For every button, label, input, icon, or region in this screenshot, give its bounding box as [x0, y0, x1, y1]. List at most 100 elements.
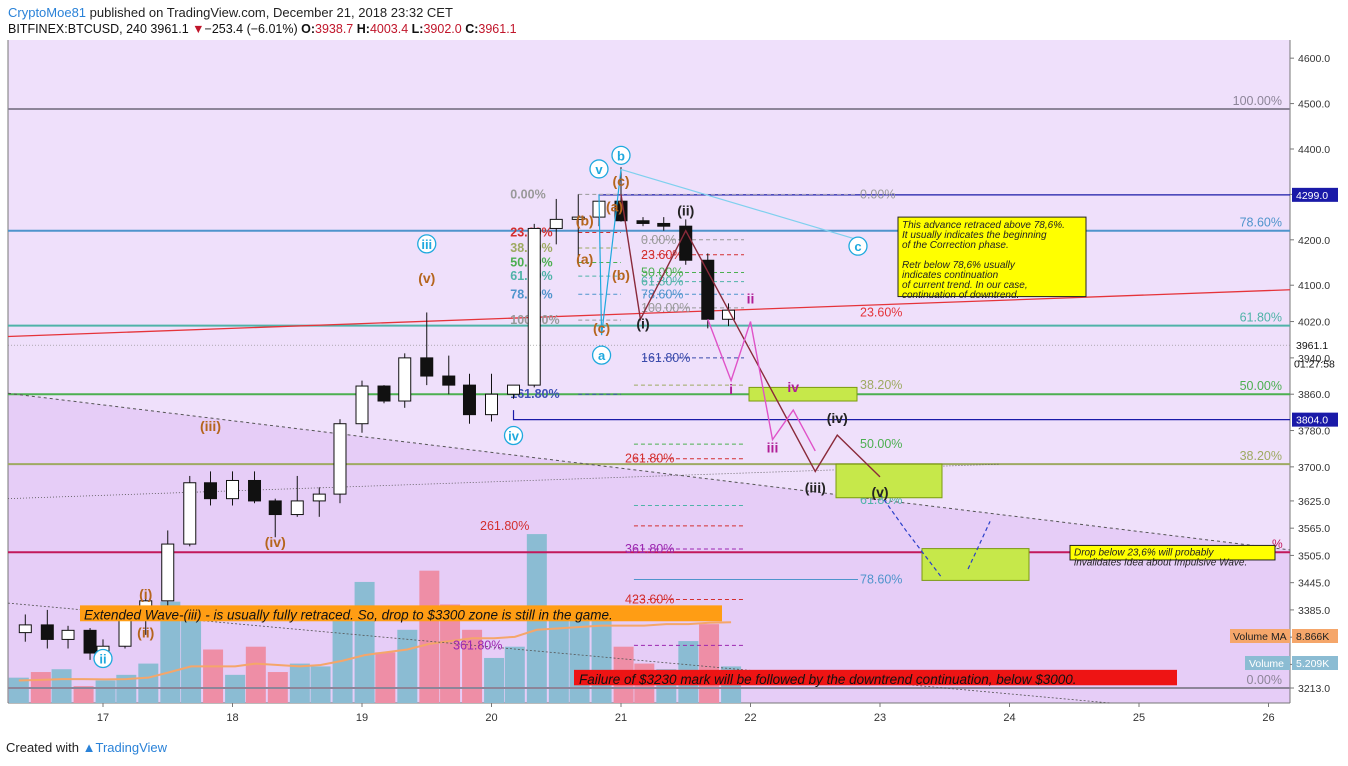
candle-body	[571, 216, 585, 220]
wave-label: (iv)	[827, 410, 848, 426]
high-value: 4003.4	[369, 22, 409, 36]
candle-body	[118, 618, 132, 647]
note-orange-box	[80, 605, 722, 622]
volume-bar	[160, 601, 181, 703]
wave-label: (i)	[636, 315, 649, 331]
candle-body	[18, 624, 32, 634]
wave-label: (i)	[139, 586, 152, 602]
note-yellow-box	[897, 216, 1087, 298]
fib-level-label: 78.60%	[1240, 216, 1282, 230]
candle-body	[549, 218, 563, 229]
note-yellow-line: This advance retraced above 78,6%.	[902, 220, 1065, 231]
tradingview-brand[interactable]: TradingView	[95, 740, 168, 755]
y-tick-label: 3625.0	[1298, 496, 1330, 508]
wave-label: iv	[787, 379, 799, 395]
fib-b-label: 50.00%	[641, 266, 683, 280]
fib-b-label: 78.60%	[641, 287, 683, 301]
candle-body	[377, 385, 391, 402]
wave-label: (iii)	[805, 479, 826, 495]
x-tick-label: 19	[356, 712, 368, 724]
candle-body	[61, 629, 75, 640]
price-tag-3804: 3804.0	[1296, 415, 1328, 427]
created-with-label: Created with	[6, 740, 79, 755]
wave-label: (c)	[612, 173, 629, 189]
fib-a-label: 161.80%	[510, 387, 559, 401]
fib-c-label: 261.80%	[480, 519, 529, 533]
fib-b-label: 0.00%	[641, 233, 676, 247]
volume-bar	[138, 663, 159, 703]
volume-bar	[462, 629, 483, 703]
candle-body	[636, 220, 650, 224]
volume-bar	[73, 686, 94, 703]
x-tick-label: 24	[1003, 712, 1015, 724]
volume-bar	[419, 570, 440, 703]
candle-body	[507, 384, 521, 395]
wave-label: iii	[421, 237, 432, 252]
volume-bar	[95, 680, 116, 703]
wave-label: (iv)	[265, 534, 286, 550]
wave-label: a	[598, 348, 606, 363]
candle-body	[312, 493, 326, 502]
wave-label: ii	[747, 290, 755, 306]
y-tick-label: 3445.0	[1298, 578, 1330, 590]
y-tick-label: 3860.0	[1298, 389, 1330, 401]
last-price: 3961.1	[150, 22, 189, 36]
y-tick-label: 3565.0	[1298, 523, 1330, 535]
x-tick-label: 23	[874, 712, 886, 724]
x-tick-label: 25	[1133, 712, 1145, 724]
wave-label: (v)	[871, 484, 888, 500]
y-tick-label: 3700.0	[1298, 462, 1330, 474]
candle-body	[333, 423, 347, 495]
candle-body	[40, 624, 54, 640]
volume-bar	[181, 612, 202, 703]
close-value: 3961.1	[478, 22, 517, 36]
candle-countdown: 01:27:58	[1294, 358, 1335, 370]
wave-label: c	[854, 239, 861, 254]
y-tick-label: 3213.0	[1298, 683, 1330, 695]
publisher-user[interactable]: CryptoMoe81	[8, 5, 87, 20]
y-tick-label: 4600.0	[1298, 53, 1330, 65]
x-tick-label: 20	[485, 712, 497, 724]
candle-body	[527, 227, 541, 386]
fib-zero-label: 0.00%	[860, 187, 895, 201]
wave-label: (v)	[418, 270, 435, 286]
fib-level-label: 0.00%	[1247, 673, 1282, 687]
wave-a-b-path	[598, 169, 622, 336]
x-tick-label: 22	[744, 712, 756, 724]
price-tag-3804-bg	[1292, 412, 1338, 427]
y-tick-label: 3780.0	[1298, 426, 1330, 438]
fib-c-label: 38.20%	[860, 378, 902, 392]
note-yellow-line: of current trend. In our case,	[902, 280, 1028, 291]
candle-body	[442, 375, 456, 386]
volume-bar	[310, 666, 331, 703]
wave-label-circle	[503, 425, 524, 446]
candle-body	[203, 482, 217, 500]
volume-bar	[484, 657, 505, 703]
candle-body	[485, 393, 498, 416]
wave-label: b	[617, 148, 625, 163]
x-tick-label: 17	[97, 712, 109, 724]
fib-c-label: 361.80%	[453, 638, 502, 652]
note-red-box	[574, 669, 1177, 686]
level-3804-line	[512, 410, 1290, 421]
candle-body	[701, 259, 715, 320]
symbol-line: BITFINEX:BTCUSD, 240 3961.1 ▼−253.4 (−6.…	[8, 22, 517, 36]
low-value: 3902.0	[423, 22, 462, 36]
wave-label: ii	[99, 651, 106, 666]
wave-label-circle	[417, 234, 437, 254]
close-label: C:	[465, 22, 479, 36]
publisher-line: CryptoMoe81 published on TradingView.com…	[8, 5, 453, 20]
volume-value: 5.209K	[1296, 658, 1329, 670]
candle-body	[161, 543, 175, 602]
wave-label: iii	[767, 439, 779, 455]
volume-bar	[569, 618, 590, 703]
y-tick-label: 4500.0	[1298, 99, 1330, 111]
note-yellow-line: It usually indicates the beginning	[902, 230, 1047, 241]
publish-info: published on TradingView.com, December 2…	[86, 5, 453, 20]
volume-ma-value-bg	[1292, 629, 1338, 643]
volume-bar	[51, 669, 72, 703]
wave-label-circle	[848, 236, 868, 256]
note-yellow-line: invalidates Idea about Impulsive Wave.	[1074, 557, 1247, 568]
fib-a-label: 0.00%	[510, 187, 545, 201]
